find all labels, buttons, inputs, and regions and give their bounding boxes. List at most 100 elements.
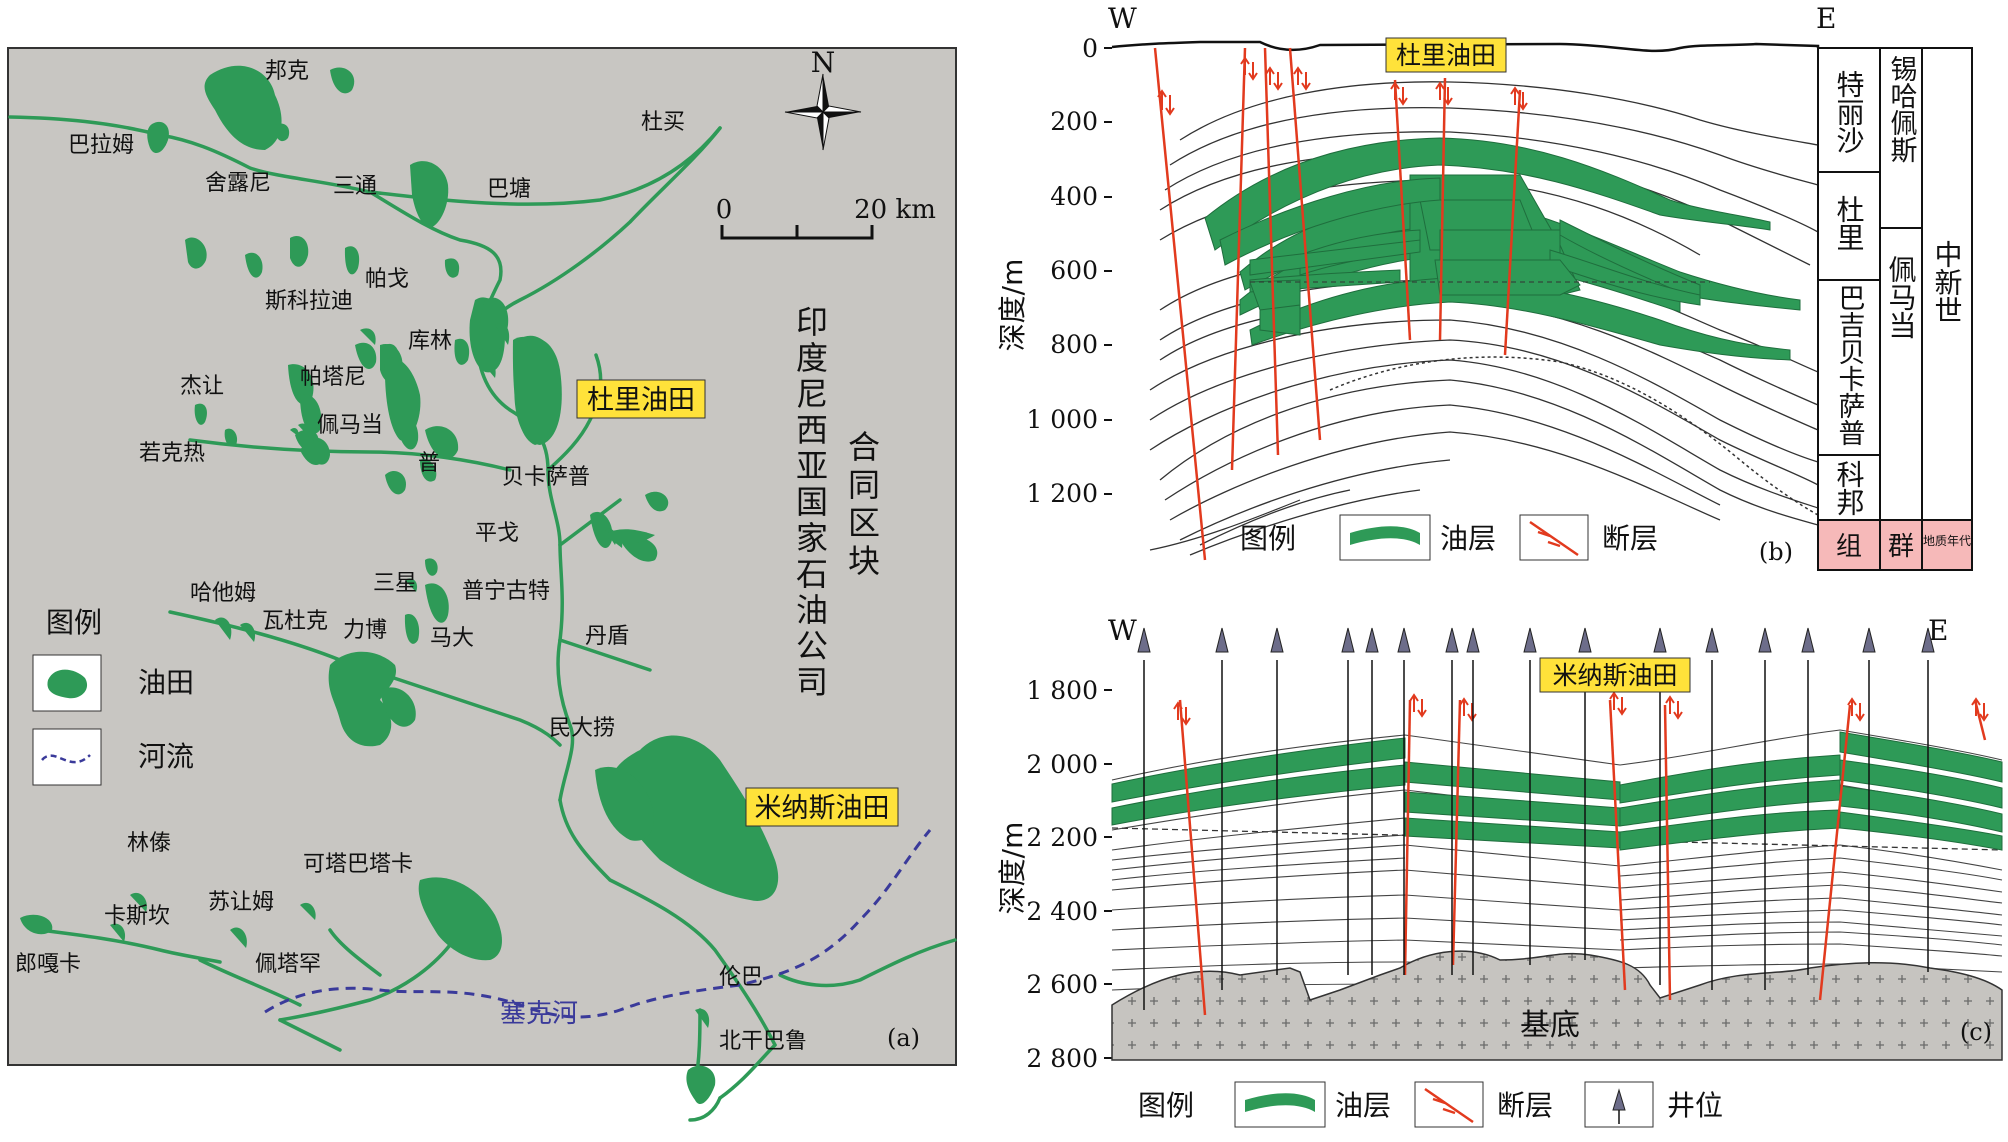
place-lindai: 林傣 bbox=[127, 831, 171, 856]
b-footer-group bbox=[1879, 519, 1923, 571]
place-ketabataka: 可塔巴塔卡 bbox=[303, 852, 413, 877]
c-legend-oil-icon bbox=[1245, 1093, 1315, 1112]
b-formation-3: 巴吉贝卡萨普 bbox=[1834, 284, 1865, 446]
c-well-heads bbox=[1137, 627, 1935, 653]
c-legend-oil-label: 油层 bbox=[1335, 1089, 1391, 1122]
c-wells bbox=[1143, 660, 1929, 1010]
b-title: 杜里油田 bbox=[1396, 41, 1496, 70]
minas-label-box bbox=[745, 787, 899, 827]
b-strat-labels: 特丽沙 杜里 巴吉贝卡萨普 科邦 锡哈佩斯 佩马当 中新世 组 群 地质年代 bbox=[1833, 55, 1972, 562]
map-panel-label: (a) bbox=[887, 1024, 920, 1052]
b-title-box bbox=[1385, 37, 1507, 73]
place-beikasapu: 贝卡萨普 bbox=[502, 465, 590, 490]
river-name: 塞克河 bbox=[500, 999, 578, 1029]
c-legend-well-label: 井位 bbox=[1667, 1089, 1723, 1122]
section-b: W E 深度/m 0 200 400 600 800 1 000 1 200 bbox=[996, 2, 1973, 571]
c-legend-fault-label: 断层 bbox=[1497, 1089, 1553, 1122]
place-hatamu: 哈他姆 bbox=[190, 581, 256, 606]
place-labels: 邦克 巴拉姆 舍露尼 三通 巴塘 杜买 斯科拉迪 帕戈 库林 帕塔尼 杰让 佩马… bbox=[15, 59, 807, 1054]
map-panel: N 0 20 km 印度尼西亚国家石油公司 合同区块 杜里油田 米纳斯油田 邦克… bbox=[7, 46, 957, 1122]
b-legend: 图例 油层 断层 bbox=[1240, 514, 1658, 561]
place-jierang: 杰让 bbox=[180, 374, 224, 399]
c-depth-ticks: 1 800 2 000 2 200 2 400 2 600 2 800 bbox=[1026, 676, 1098, 1073]
place-puninggute: 普宁古特 bbox=[462, 579, 550, 604]
b-panel-label: (b) bbox=[1759, 538, 1793, 566]
legend-river-swatch bbox=[32, 728, 102, 786]
place-shelouni: 舍露尼 bbox=[205, 171, 271, 196]
place-bangke: 邦克 bbox=[265, 59, 309, 84]
legend-river-label: 河流 bbox=[138, 740, 194, 773]
b-footer-age bbox=[1921, 519, 1973, 571]
legend-oilfield-icon bbox=[47, 669, 88, 699]
c-faults bbox=[1178, 699, 1987, 1016]
b-east: E bbox=[1816, 2, 1836, 35]
b-footer-label-3: 地质年代 bbox=[1923, 534, 1971, 548]
c-legend-title: 图例 bbox=[1138, 1089, 1194, 1122]
b-faults bbox=[1153, 47, 1522, 561]
place-kasikan: 卡斯坎 bbox=[104, 904, 170, 929]
c-legend-fault-icon bbox=[1424, 1087, 1474, 1124]
b-tick: 1 000 bbox=[1026, 405, 1098, 434]
b-legend-fault-label: 断层 bbox=[1602, 522, 1658, 555]
b-ylabel: 深度/m bbox=[996, 259, 1029, 352]
c-panel-label: (c) bbox=[1960, 1018, 1992, 1046]
place-beiganbalu: 北干巴鲁 bbox=[719, 1029, 807, 1054]
place-waduke: 瓦杜克 bbox=[262, 609, 328, 634]
b-footer-label-2: 群 bbox=[1888, 532, 1914, 562]
b-unconformity bbox=[1329, 356, 1819, 516]
minas-label: 米纳斯油田 bbox=[755, 793, 890, 824]
place-peimadang: 佩马当 bbox=[317, 413, 383, 438]
b-tick: 800 bbox=[1050, 330, 1098, 359]
c-tick: 1 800 bbox=[1026, 676, 1098, 705]
b-legend-fault-icon bbox=[1529, 520, 1579, 557]
place-lunba: 伦巴 bbox=[719, 965, 763, 990]
scale-end: 20 km bbox=[854, 195, 936, 225]
scale-bar bbox=[720, 225, 874, 240]
b-tick: 200 bbox=[1050, 107, 1098, 136]
place-sanxing: 三星 bbox=[373, 571, 417, 596]
legend-oilfield-label: 油田 bbox=[138, 666, 194, 699]
place-pingge: 平戈 bbox=[475, 521, 519, 546]
c-east: E bbox=[1928, 614, 1948, 647]
c-basement-label: 基底 bbox=[1520, 1008, 1580, 1043]
b-group-1: 锡哈佩斯 bbox=[1886, 55, 1918, 163]
b-tick: 1 200 bbox=[1026, 479, 1098, 508]
place-langgaka: 郎嘎卡 bbox=[15, 952, 81, 977]
river-line bbox=[264, 829, 932, 1019]
map-legend: 图例 油田 河流 bbox=[32, 606, 194, 786]
north-arrow bbox=[784, 73, 862, 151]
c-fault-arrows bbox=[1173, 691, 1989, 726]
place-ruokere: 若克热 bbox=[139, 441, 205, 466]
b-legend-title: 图例 bbox=[1240, 522, 1296, 555]
b-west: W bbox=[1108, 2, 1137, 35]
b-tick: 400 bbox=[1050, 182, 1098, 211]
block-text-contract: 合同区块 bbox=[843, 430, 881, 582]
b-formation-4: 科邦 bbox=[1833, 460, 1866, 516]
place-patani: 帕塔尼 bbox=[300, 365, 366, 390]
place-mada: 马大 bbox=[430, 626, 474, 651]
place-sikeladi: 斯科拉迪 bbox=[265, 289, 353, 314]
place-batang: 巴塘 bbox=[487, 177, 531, 202]
c-tick: 2 000 bbox=[1026, 750, 1098, 779]
c-title-box bbox=[1539, 657, 1691, 693]
b-legend-oil-icon bbox=[1350, 526, 1420, 545]
small-oilfield bbox=[603, 529, 655, 544]
c-oil-layers bbox=[1111, 731, 2003, 851]
b-lower-strata bbox=[1149, 499, 1301, 551]
c-legend: 图例 油层 断层 井位 bbox=[1138, 1081, 1723, 1128]
b-formation-2: 杜里 bbox=[1833, 195, 1866, 251]
place-pu: 普 bbox=[418, 451, 440, 476]
b-age: 中新世 bbox=[1931, 240, 1964, 324]
c-west: W bbox=[1108, 614, 1137, 647]
section-c: W E 深度/m 1 800 2 000 2 200 2 400 2 600 2… bbox=[996, 614, 2003, 1128]
b-group-2: 佩马当 bbox=[1885, 255, 1918, 339]
c-tick: 2 800 bbox=[1026, 1044, 1098, 1073]
c-tick: 2 200 bbox=[1026, 823, 1098, 852]
b-footer-label-1: 组 bbox=[1836, 532, 1862, 562]
north-label: N bbox=[811, 46, 836, 79]
place-pageo: 帕戈 bbox=[365, 267, 409, 292]
b-formation-1: 特丽沙 bbox=[1833, 70, 1866, 154]
c-title: 米纳斯油田 bbox=[1552, 661, 1677, 690]
b-fault-arrows bbox=[1157, 56, 1528, 116]
map-legend-title: 图例 bbox=[46, 606, 102, 639]
